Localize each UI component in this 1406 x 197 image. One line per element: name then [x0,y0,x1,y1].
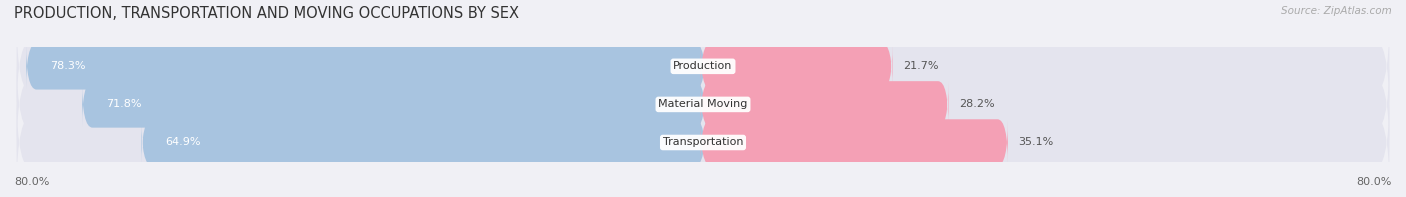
Text: Material Moving: Material Moving [658,99,748,109]
Text: 64.9%: 64.9% [166,138,201,148]
Text: 80.0%: 80.0% [1357,177,1392,187]
FancyBboxPatch shape [142,119,706,166]
Text: PRODUCTION, TRANSPORTATION AND MOVING OCCUPATIONS BY SEX: PRODUCTION, TRANSPORTATION AND MOVING OC… [14,6,519,21]
Text: Source: ZipAtlas.com: Source: ZipAtlas.com [1281,6,1392,16]
FancyBboxPatch shape [17,95,1389,190]
Text: 80.0%: 80.0% [14,177,49,187]
FancyBboxPatch shape [700,43,893,90]
Text: 21.7%: 21.7% [903,61,938,71]
FancyBboxPatch shape [17,19,1389,114]
Text: 78.3%: 78.3% [51,61,86,71]
FancyBboxPatch shape [17,57,1389,152]
Text: 71.8%: 71.8% [107,99,142,109]
Legend: Male, Female: Male, Female [638,193,768,197]
Text: 28.2%: 28.2% [959,99,994,109]
Text: 35.1%: 35.1% [1018,138,1053,148]
Text: Production: Production [673,61,733,71]
FancyBboxPatch shape [27,43,706,90]
FancyBboxPatch shape [700,81,949,128]
FancyBboxPatch shape [700,119,1008,166]
Text: Transportation: Transportation [662,138,744,148]
FancyBboxPatch shape [82,81,706,128]
